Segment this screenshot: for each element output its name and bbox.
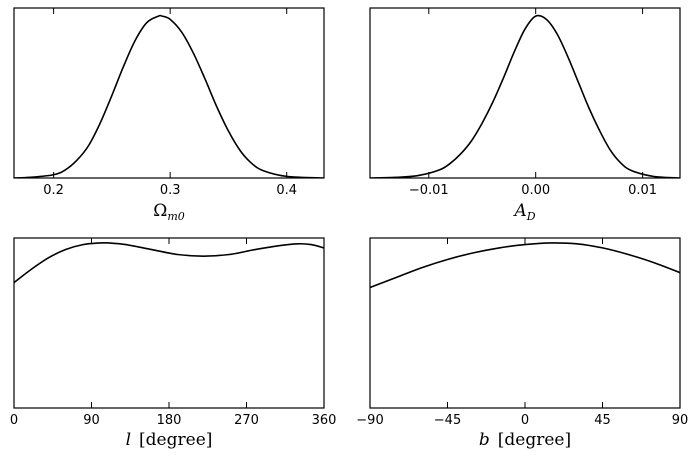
xtick-label: 0.4 — [276, 183, 297, 198]
xlabel-l-degree: l [degree] — [126, 430, 213, 450]
xlabel-a-d: AD — [512, 201, 535, 223]
xtick-label: 0.00 — [521, 183, 550, 198]
xtick-label: 45 — [594, 413, 611, 428]
xlabel-omega-m0: Ωm0 — [153, 201, 185, 223]
xtick-label: 90 — [83, 413, 100, 428]
curve-l-degree — [14, 241, 324, 284]
xtick-label: 90 — [672, 413, 689, 428]
xtick-label: −45 — [434, 413, 461, 428]
panel-l-degree: 0 90 180 270 360 — [10, 237, 337, 428]
xtick-label: 270 — [234, 413, 259, 428]
xtick-label: 0.3 — [160, 183, 181, 198]
axes-frame-omega-m0 — [13, 7, 325, 179]
xtick-label: 0 — [10, 413, 18, 428]
xtick-label: 0 — [521, 413, 529, 428]
xlabel-b-degree: b [degree] — [479, 430, 571, 450]
panel-b-degree: −90 −45 0 45 90 — [356, 237, 689, 428]
curve-b-degree — [370, 242, 680, 289]
axes-frame-l-degree — [13, 237, 325, 409]
xtick-label: 0.01 — [628, 183, 657, 198]
axes-frame-b-degree — [369, 237, 681, 409]
xtick-label: −0.01 — [409, 183, 449, 198]
xtick-label: 180 — [157, 413, 182, 428]
xtick-label: −90 — [356, 413, 383, 428]
xtick-label: 360 — [312, 413, 337, 428]
panel-omega-m0: 0.2 0.3 0.4 — [13, 7, 325, 198]
xtick-label: 0.2 — [43, 183, 64, 198]
curve-omega-m0 — [14, 14, 324, 178]
curve-a-d — [370, 14, 680, 178]
axes-frame-a-d — [369, 7, 681, 179]
panel-a-d: −0.01 0.00 0.01 — [369, 7, 681, 198]
